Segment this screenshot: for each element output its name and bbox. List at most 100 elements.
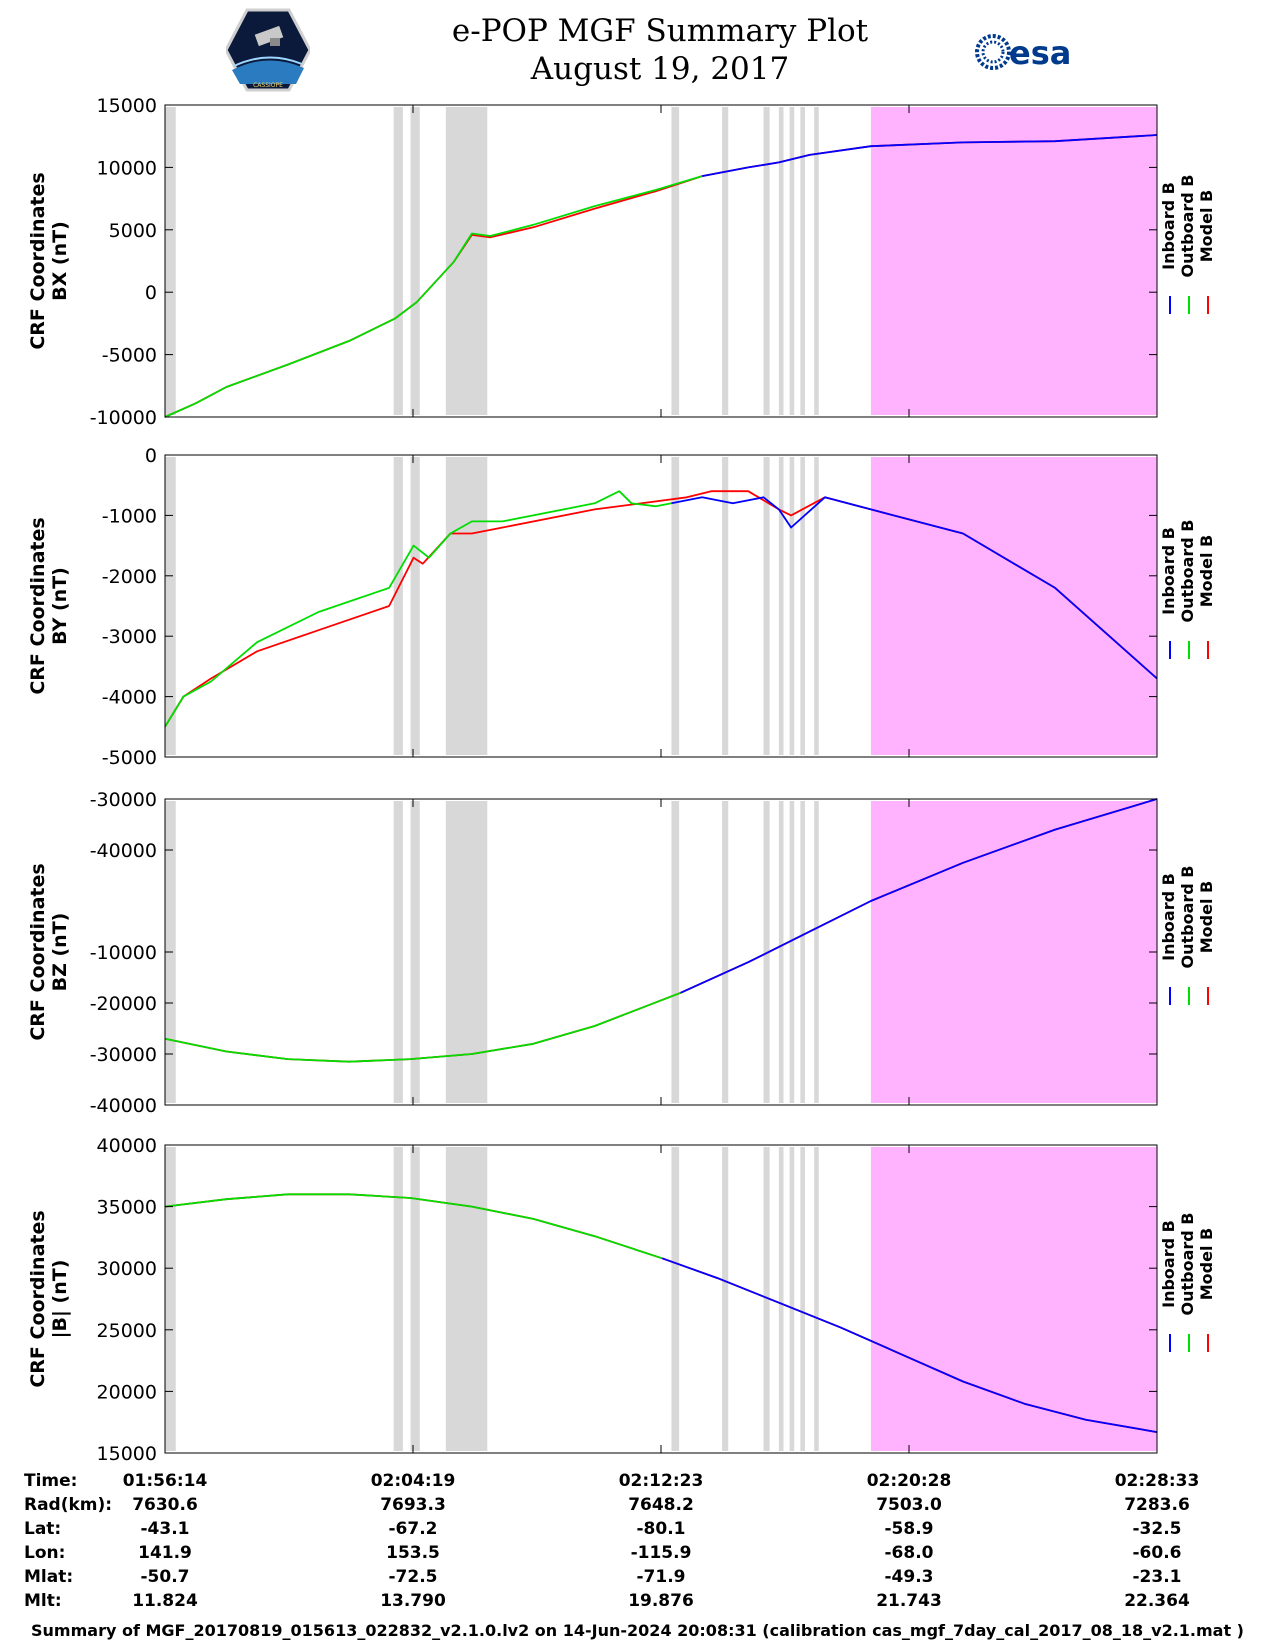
data-gap-band [814, 107, 819, 415]
y-tick-label: 0 [145, 282, 157, 304]
highlight-band [870, 801, 1157, 1103]
y-tick-label: 25000 [97, 1320, 157, 1342]
series-line-inboard-b [671, 496, 1158, 680]
y-tick-label: -40000 [90, 840, 157, 862]
data-gap-band [763, 107, 770, 415]
ephemeris-value: -23.1 [1133, 1567, 1182, 1587]
ephemeris-row-label: Time: [24, 1471, 77, 1491]
ephemeris-value: -43.1 [141, 1519, 190, 1539]
ephemeris-value: 7503.0 [876, 1495, 942, 1515]
ephemeris-row-label: Mlt: [24, 1591, 62, 1610]
ephemeris-row-label: Mlat: [24, 1567, 73, 1587]
highlight-band [870, 457, 1157, 755]
y-tick-label: -5000 [102, 747, 157, 769]
y-tick-label: 40000 [97, 1135, 157, 1157]
data-gap-band [763, 457, 770, 755]
legend-label: Outboard B [1178, 866, 1197, 969]
y-axis-label: BX (nT) [49, 221, 71, 301]
ephemeris-value: -72.5 [389, 1567, 438, 1587]
ephemeris-value: 02:28:33 [1115, 1471, 1200, 1491]
highlight-band [870, 1147, 1157, 1451]
series-line-inboard-b [701, 134, 1158, 177]
esa-logo: esa [975, 34, 1071, 72]
data-gap-band [410, 457, 420, 755]
y-axis-label: |B| (nT) [49, 1260, 71, 1339]
data-gap-band [393, 1147, 403, 1451]
y-axis-label: CRF Coordinates [27, 517, 49, 694]
ephemeris-value: -58.9 [885, 1519, 934, 1539]
legend-label: Model B [1197, 1228, 1216, 1300]
data-gap-band [393, 457, 403, 755]
y-tick-label: -2000 [102, 566, 157, 588]
ephemeris-value: -60.6 [1133, 1543, 1182, 1563]
ephemeris-row-label: Rad(km): [24, 1495, 112, 1515]
y-tick-label: -1000 [102, 505, 157, 527]
ephemeris-value: -67.2 [389, 1519, 438, 1539]
title-line-2: August 19, 2017 [530, 51, 790, 87]
y-tick-label: -40000 [90, 1095, 157, 1117]
data-gap-band [778, 457, 784, 755]
ephemeris-row-label: Lon: [24, 1543, 65, 1563]
legend-label: Inboard B [1159, 1220, 1178, 1308]
data-gap-band [789, 1147, 795, 1451]
ephemeris-value: 01:56:14 [123, 1471, 208, 1491]
data-gap-band [800, 1147, 805, 1451]
series-line-outboard-b [164, 991, 681, 1063]
data-gap-band [445, 801, 488, 1103]
data-gap-band [814, 1147, 819, 1451]
y-tick-label: 20000 [97, 1381, 157, 1403]
ephemeris-value: -71.9 [637, 1567, 686, 1587]
ephemeris-value: 02:20:28 [867, 1471, 952, 1491]
series-line-inboard-b [680, 798, 1158, 994]
y-tick-label: -20000 [90, 993, 157, 1015]
ephemeris-value: 7648.2 [628, 1495, 694, 1515]
ephemeris-row-label: Lat: [24, 1519, 61, 1539]
ephemeris-value: 02:04:19 [371, 1471, 456, 1491]
y-tick-label: -30000 [90, 789, 157, 811]
data-gap-band [722, 107, 729, 415]
y-tick-label: -10000 [90, 942, 157, 964]
y-tick-label: -10000 [90, 407, 157, 429]
ephemeris-value: 7693.3 [380, 1495, 446, 1515]
legend-label: Inboard B [1159, 873, 1178, 961]
data-gap-band [671, 107, 680, 415]
data-gap-band [445, 107, 488, 415]
title-line-1: e-POP MGF Summary Plot [451, 13, 869, 49]
y-axis-label: BZ (nT) [49, 913, 71, 992]
y-axis-label: CRF Coordinates [27, 863, 49, 1040]
y-axis-label: BY (nT) [49, 567, 71, 645]
ephemeris-value: 11.824 [132, 1591, 198, 1610]
y-tick-label: 5000 [109, 220, 157, 242]
series-line-outboard-b [164, 1193, 663, 1260]
data-gap-band [789, 457, 795, 755]
data-gap-band [393, 107, 403, 415]
y-tick-label: -30000 [90, 1044, 157, 1066]
svg-text:CASSIOPE: CASSIOPE [253, 82, 283, 89]
y-tick-label: 0 [145, 445, 157, 467]
data-gap-band [393, 801, 403, 1103]
svg-text:esa: esa [1009, 34, 1071, 72]
data-gap-band [722, 801, 729, 1103]
y-tick-label: 10000 [97, 157, 157, 179]
data-gap-band [671, 457, 680, 755]
legend-label: Inboard B [1159, 182, 1178, 270]
y-tick-label: -4000 [102, 687, 157, 709]
legend-label: Model B [1197, 535, 1216, 607]
ephemeris-value: 13.790 [380, 1591, 446, 1610]
data-gap-band [800, 801, 805, 1103]
data-gap-band [410, 801, 420, 1103]
y-tick-label: 35000 [97, 1197, 157, 1219]
data-gap-band [778, 107, 784, 415]
y-tick-label: 15000 [97, 95, 157, 117]
ephemeris-value: -80.1 [637, 1519, 686, 1539]
y-tick-label: -3000 [102, 626, 157, 648]
data-gap-band [778, 801, 784, 1103]
y-tick-label: -5000 [102, 345, 157, 367]
ephemeris-value: 7283.6 [1124, 1495, 1190, 1515]
y-tick-label: 15000 [97, 1443, 157, 1465]
ephemeris-value: 22.364 [1124, 1591, 1190, 1610]
data-gap-band [722, 457, 729, 755]
data-gap-band [165, 107, 176, 415]
ephemeris-value: 7630.6 [132, 1495, 198, 1515]
